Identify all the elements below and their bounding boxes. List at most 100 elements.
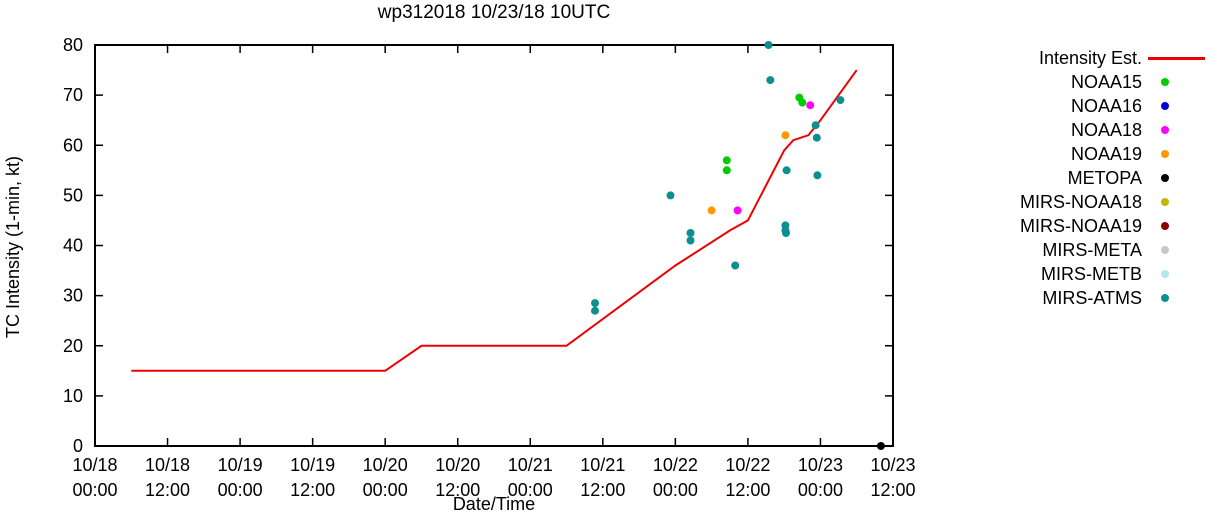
point-mirs-atms xyxy=(764,41,773,49)
x-tick-label-date: 10/21 xyxy=(580,455,625,475)
point-mirs-atms xyxy=(782,229,790,237)
x-tick-label-time: 12:00 xyxy=(435,480,480,500)
legend-marker xyxy=(1148,294,1205,302)
chart-title: wp312018 10/23/18 10UTC xyxy=(377,2,611,23)
legend-marker xyxy=(1148,270,1205,278)
legend-item: NOAA18 xyxy=(1020,118,1205,142)
legend-marker xyxy=(1148,246,1205,254)
legend-marker xyxy=(1148,198,1205,206)
legend-marker xyxy=(1148,126,1205,134)
x-tick-label-time: 12:00 xyxy=(290,480,335,500)
y-tick-label: 80 xyxy=(63,35,83,55)
y-tick-label: 10 xyxy=(63,386,83,406)
y-axis-label: TC Intensity (1-min, kt) xyxy=(3,155,23,339)
legend-label: NOAA19 xyxy=(1070,143,1142,164)
y-tick-label: 0 xyxy=(73,436,83,456)
legend-marker xyxy=(1148,174,1205,182)
x-tick-label-time: 00:00 xyxy=(72,480,117,500)
legend-item: METOPA xyxy=(1020,166,1205,190)
y-tick-label: 30 xyxy=(63,286,83,306)
x-tick-label-date: 10/23 xyxy=(870,455,915,475)
y-tick-label: 50 xyxy=(63,185,83,205)
y-tick-label: 70 xyxy=(63,85,83,105)
point-mirs-atms xyxy=(836,96,845,105)
legend-dot-icon xyxy=(1161,174,1169,182)
point-noaa18 xyxy=(733,206,742,215)
legend-item: MIRS-ATMS xyxy=(1020,286,1205,310)
legend-item: MIRS-META xyxy=(1020,238,1205,262)
x-tick-label-date: 10/22 xyxy=(725,455,770,475)
legend-marker xyxy=(1148,56,1205,60)
point-noaa19 xyxy=(707,206,716,215)
point-mirs-atms xyxy=(812,133,821,142)
x-tick-label-time: 00:00 xyxy=(363,480,408,500)
legend-item: NOAA16 xyxy=(1020,94,1205,118)
x-tick-label-time: 12:00 xyxy=(870,480,915,500)
y-tick-label: 40 xyxy=(63,236,83,256)
point-metopa xyxy=(876,442,885,450)
point-noaa19 xyxy=(781,131,790,140)
point-mirs-atms xyxy=(686,229,695,237)
x-tick-label-date: 10/19 xyxy=(290,455,335,475)
point-noaa15 xyxy=(722,156,731,165)
x-tick-label-date: 10/23 xyxy=(798,455,843,475)
point-mirs-atms xyxy=(591,306,599,315)
legend-label: NOAA18 xyxy=(1070,119,1142,140)
x-tick-label-time: 00:00 xyxy=(653,480,698,500)
point-noaa18 xyxy=(806,101,815,110)
x-tick-label-time: 12:00 xyxy=(725,480,770,500)
point-noaa15 xyxy=(798,98,807,107)
x-tick-label-time: 00:00 xyxy=(798,480,843,500)
legend-dot-icon xyxy=(1161,198,1169,206)
legend-label: NOAA15 xyxy=(1070,71,1142,92)
legend-item: MIRS-NOAA18 xyxy=(1020,190,1205,214)
legend-item: MIRS-METB xyxy=(1020,262,1205,286)
point-mirs-atms xyxy=(813,171,822,180)
point-mirs-atms xyxy=(666,191,675,200)
legend-dot-icon xyxy=(1161,150,1169,158)
intensity-line xyxy=(131,69,858,372)
legend-dot-icon xyxy=(1161,270,1169,278)
x-tick-label-date: 10/21 xyxy=(508,455,553,475)
x-tick-label-date: 10/22 xyxy=(653,455,698,475)
legend-label: METOPA xyxy=(1067,167,1142,188)
legend-dot-icon xyxy=(1161,102,1169,110)
legend-marker xyxy=(1148,102,1205,110)
legend-label: MIRS-NOAA18 xyxy=(1019,191,1142,212)
legend-dot-icon xyxy=(1161,294,1169,302)
plot-border xyxy=(94,44,894,447)
y-tick-label: 60 xyxy=(63,135,83,155)
legend-dot-icon xyxy=(1161,222,1169,230)
legend-dot-icon xyxy=(1161,246,1169,254)
legend-dot-icon xyxy=(1161,78,1169,86)
x-tick-label-time: 00:00 xyxy=(508,480,553,500)
point-mirs-atms xyxy=(766,76,775,85)
legend: Intensity Est. NOAA15 NOAA16 NOAA18 NOAA19 ME… xyxy=(1020,46,1205,310)
legend-label: NOAA16 xyxy=(1070,95,1142,116)
legend-label: MIRS-META xyxy=(1042,239,1142,260)
x-tick-label-date: 10/18 xyxy=(145,455,190,475)
legend-marker xyxy=(1148,78,1205,86)
y-tick-label: 20 xyxy=(63,336,83,356)
x-tick-label-date: 10/20 xyxy=(363,455,408,475)
point-mirs-atms xyxy=(782,166,791,175)
x-tick-label-time: 00:00 xyxy=(218,480,263,500)
point-mirs-atms xyxy=(811,121,820,130)
legend-dot-icon xyxy=(1161,126,1169,134)
legend-label: MIRS-METB xyxy=(1041,263,1142,284)
legend-item: MIRS-NOAA19 xyxy=(1020,214,1205,238)
x-axis-label: Date/Time xyxy=(452,494,536,514)
legend-label: MIRS-NOAA19 xyxy=(1019,215,1142,236)
legend-item: NOAA15 xyxy=(1020,70,1205,94)
x-tick-label-date: 10/19 xyxy=(218,455,263,475)
legend-line-sample-icon xyxy=(1148,56,1205,60)
point-mirs-atms xyxy=(686,236,695,245)
legend-marker xyxy=(1148,222,1205,230)
legend-label: MIRS-ATMS xyxy=(1042,287,1142,308)
point-mirs-atms xyxy=(591,299,599,308)
x-tick-label-time: 12:00 xyxy=(145,480,190,500)
x-tick-label-date: 10/20 xyxy=(435,455,480,475)
legend-item: NOAA19 xyxy=(1020,142,1205,166)
